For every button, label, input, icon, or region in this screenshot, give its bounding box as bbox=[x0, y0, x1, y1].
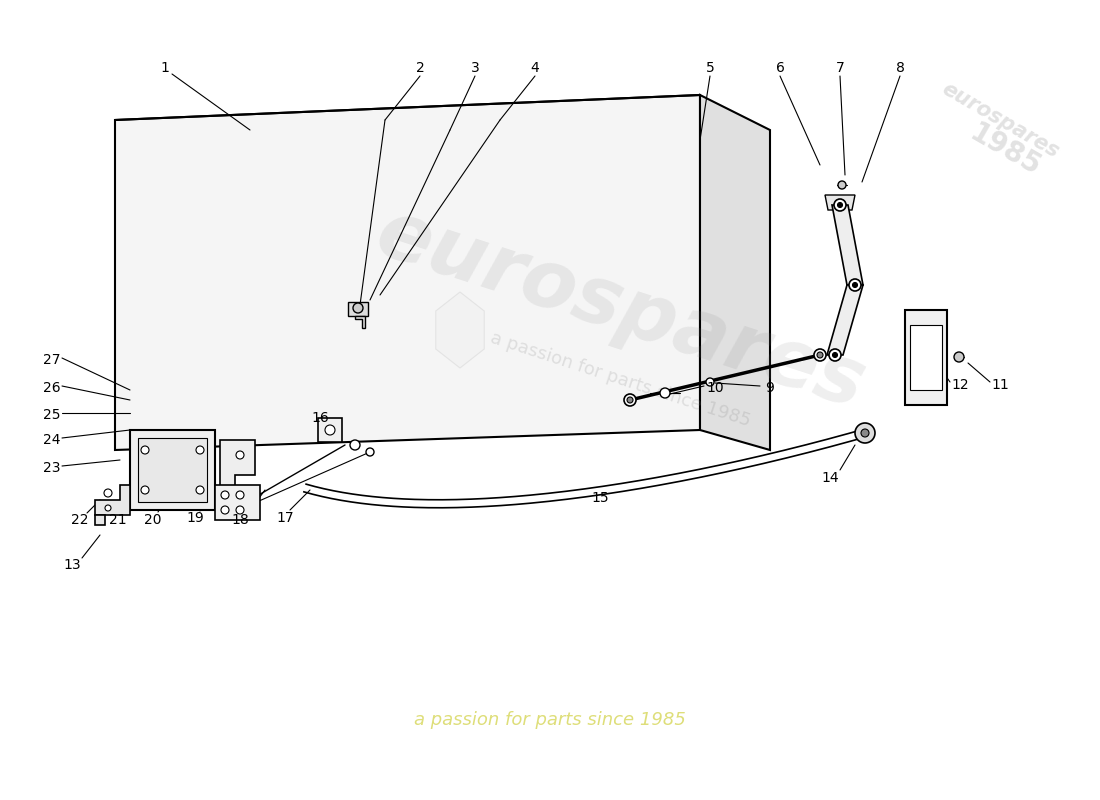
Text: 6: 6 bbox=[776, 61, 784, 75]
Text: 27: 27 bbox=[43, 353, 60, 367]
Polygon shape bbox=[116, 95, 700, 450]
Text: 4: 4 bbox=[530, 61, 539, 75]
Bar bbox=[910, 325, 942, 390]
Text: 11: 11 bbox=[991, 378, 1009, 392]
Circle shape bbox=[627, 397, 632, 403]
Text: 12: 12 bbox=[952, 378, 969, 392]
Circle shape bbox=[838, 181, 846, 189]
Circle shape bbox=[624, 394, 636, 406]
Polygon shape bbox=[214, 485, 260, 520]
Text: 13: 13 bbox=[63, 558, 80, 572]
Circle shape bbox=[837, 202, 843, 207]
Text: 24: 24 bbox=[43, 433, 60, 447]
Circle shape bbox=[236, 451, 244, 459]
Text: 19: 19 bbox=[186, 511, 204, 525]
Circle shape bbox=[104, 505, 111, 511]
Text: 15: 15 bbox=[591, 491, 608, 505]
Circle shape bbox=[834, 199, 846, 211]
Text: 5: 5 bbox=[705, 61, 714, 75]
Circle shape bbox=[353, 303, 363, 313]
Text: 9: 9 bbox=[766, 381, 774, 395]
Circle shape bbox=[861, 429, 869, 437]
Polygon shape bbox=[95, 485, 130, 515]
Circle shape bbox=[236, 506, 244, 514]
Text: 1: 1 bbox=[161, 61, 169, 75]
Circle shape bbox=[817, 352, 823, 358]
Circle shape bbox=[706, 378, 714, 386]
Text: 7: 7 bbox=[836, 61, 845, 75]
Text: 17: 17 bbox=[276, 511, 294, 525]
Circle shape bbox=[833, 353, 837, 358]
Circle shape bbox=[954, 352, 964, 362]
Circle shape bbox=[829, 349, 842, 361]
Text: 18: 18 bbox=[231, 513, 249, 527]
Circle shape bbox=[366, 448, 374, 456]
Text: 8: 8 bbox=[895, 61, 904, 75]
Circle shape bbox=[196, 446, 204, 454]
Circle shape bbox=[855, 423, 875, 443]
Circle shape bbox=[141, 446, 149, 454]
Text: 22: 22 bbox=[72, 513, 89, 527]
Circle shape bbox=[196, 486, 204, 494]
Text: 26: 26 bbox=[43, 381, 60, 395]
Circle shape bbox=[236, 491, 244, 499]
Text: 2: 2 bbox=[416, 61, 425, 75]
Circle shape bbox=[350, 440, 360, 450]
Circle shape bbox=[814, 349, 826, 361]
Text: eurospares: eurospares bbox=[366, 194, 874, 426]
Bar bbox=[138, 438, 207, 502]
Circle shape bbox=[849, 279, 861, 291]
Text: 25: 25 bbox=[43, 408, 60, 422]
Polygon shape bbox=[825, 195, 855, 210]
Bar bbox=[130, 430, 214, 510]
Polygon shape bbox=[220, 440, 255, 490]
Polygon shape bbox=[355, 316, 365, 328]
Text: a passion for parts since 1985: a passion for parts since 1985 bbox=[414, 711, 686, 729]
Text: a passion for parts since 1985: a passion for parts since 1985 bbox=[487, 330, 752, 430]
Text: 10: 10 bbox=[706, 381, 724, 395]
Circle shape bbox=[852, 282, 858, 287]
Text: 1985: 1985 bbox=[965, 118, 1045, 182]
Text: 21: 21 bbox=[109, 513, 126, 527]
Text: eurospares: eurospares bbox=[938, 78, 1063, 162]
Text: 20: 20 bbox=[144, 513, 162, 527]
Circle shape bbox=[104, 489, 112, 497]
Polygon shape bbox=[832, 205, 864, 285]
Polygon shape bbox=[95, 515, 104, 525]
Bar bbox=[905, 310, 947, 405]
Circle shape bbox=[324, 425, 336, 435]
Circle shape bbox=[221, 506, 229, 514]
Circle shape bbox=[141, 486, 149, 494]
Text: 16: 16 bbox=[311, 411, 329, 425]
Circle shape bbox=[221, 491, 229, 499]
Text: 23: 23 bbox=[43, 461, 60, 475]
Polygon shape bbox=[436, 292, 484, 368]
Circle shape bbox=[660, 388, 670, 398]
Text: 3: 3 bbox=[471, 61, 480, 75]
Polygon shape bbox=[348, 302, 369, 316]
Polygon shape bbox=[700, 95, 770, 450]
Text: 14: 14 bbox=[822, 471, 839, 485]
Polygon shape bbox=[318, 418, 342, 442]
Polygon shape bbox=[827, 285, 864, 355]
